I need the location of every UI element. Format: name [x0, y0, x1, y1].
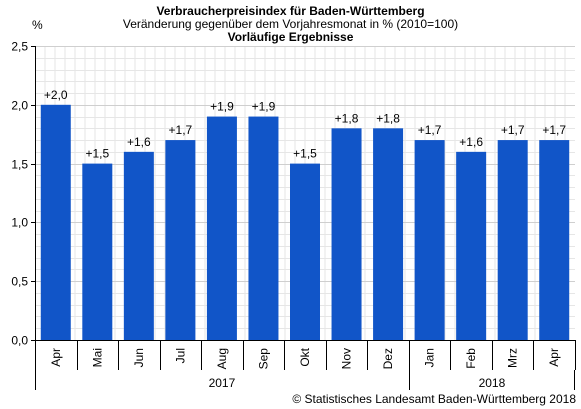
y-tick-label: 2,5: [11, 40, 28, 54]
y-axis-unit-label: %: [32, 18, 43, 32]
x-tick-label: Mrz: [506, 348, 520, 368]
x-tick-label: Mai: [90, 348, 104, 367]
x-tick-label: Dez: [381, 348, 395, 369]
y-tick-label: 0,0: [11, 334, 28, 348]
bar: [414, 140, 445, 340]
y-tick-label: 2,0: [11, 99, 28, 113]
bar-value-label: +1,5: [85, 147, 109, 161]
bar-value-label: +1,8: [376, 111, 400, 125]
chart-note: Vorläufige Ergebnisse: [227, 30, 354, 44]
bar-value-label: +1,7: [542, 123, 566, 137]
bar-value-label: +1,7: [418, 123, 442, 137]
x-tick-label: Jan: [423, 348, 437, 367]
bar: [456, 151, 487, 340]
x-tick-label: Jul: [173, 348, 187, 363]
bar-value-label: +1,7: [501, 123, 525, 137]
x-group-label: 2017: [209, 376, 236, 390]
bar-value-label: +1,6: [459, 135, 483, 149]
bar: [165, 140, 196, 340]
x-tick-label: Feb: [464, 348, 478, 369]
x-tick-label: Apr: [547, 348, 561, 367]
x-tick-label: Jun: [132, 348, 146, 367]
bar-value-label: +1,9: [210, 100, 234, 114]
x-group-label: 2018: [479, 376, 506, 390]
x-tick-label: Aug: [215, 348, 229, 369]
x-tick-label: Apr: [49, 348, 63, 367]
y-tick-label: 1,0: [11, 216, 28, 230]
bar-value-label: +2,0: [44, 88, 68, 102]
chart-title: Verbraucherpreisindex für Baden-Württemb…: [156, 4, 425, 18]
bar: [40, 104, 71, 340]
y-tick-label: 0,5: [11, 275, 28, 289]
bar: [206, 116, 237, 340]
x-tick-label: Sep: [256, 348, 270, 370]
chart-subtitle: Veränderung gegenüber dem Vorjahresmonat…: [122, 17, 459, 31]
x-tick-label: Nov: [340, 348, 354, 369]
bar-value-label: +1,6: [127, 135, 151, 149]
bar: [373, 128, 404, 340]
bar: [248, 116, 279, 340]
bar-value-label: +1,9: [252, 100, 276, 114]
bar: [331, 128, 362, 340]
bar: [290, 163, 320, 340]
bar-value-label: +1,5: [293, 147, 317, 161]
x-tick-label: Okt: [298, 347, 312, 366]
copyright-credit: © Statistisches Landesamt Baden-Württemb…: [292, 392, 576, 406]
bar: [82, 163, 113, 340]
bar: [539, 140, 570, 340]
bar-value-label: +1,8: [335, 111, 359, 125]
y-tick-label: 1,5: [11, 158, 28, 172]
bar: [497, 140, 528, 340]
bar-value-label: +1,7: [169, 123, 193, 137]
bar: [123, 151, 154, 340]
